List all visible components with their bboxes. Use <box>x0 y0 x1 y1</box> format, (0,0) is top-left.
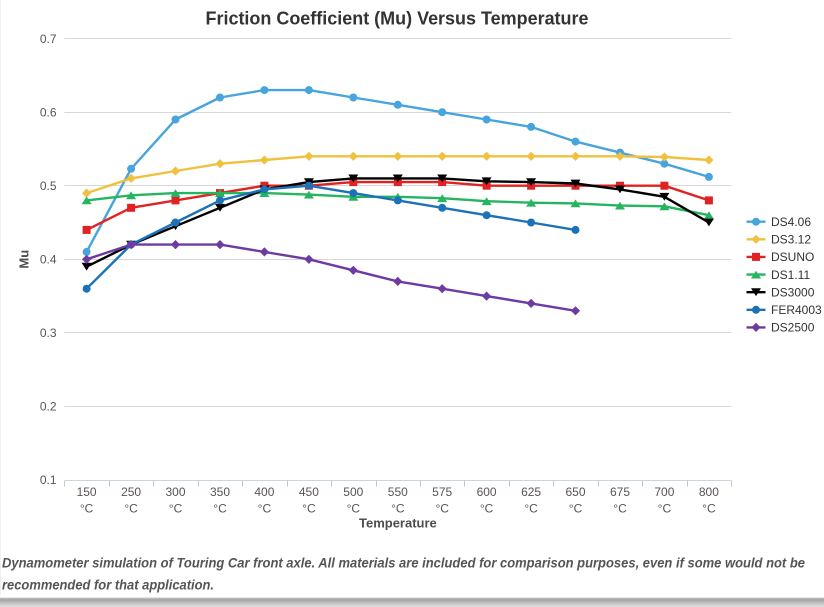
svg-text:Mu: Mu <box>17 250 32 269</box>
svg-text:Dynamometer simulation of Tour: Dynamometer simulation of Touring Car fr… <box>2 556 805 571</box>
svg-text:0.7: 0.7 <box>40 32 57 46</box>
svg-text:0.1: 0.1 <box>40 473 57 487</box>
svg-text:0.6: 0.6 <box>40 105 57 119</box>
svg-text:DS4.06: DS4.06 <box>771 215 811 229</box>
svg-text:Temperature: Temperature <box>359 516 437 531</box>
svg-text:0.5: 0.5 <box>40 179 57 193</box>
svg-text:recommended for that applicati: recommended for that application. <box>2 578 214 593</box>
svg-text:FER4003: FER4003 <box>771 303 822 317</box>
svg-text:DS3000: DS3000 <box>771 286 815 300</box>
svg-text:Friction Coefficient (Mu) Vers: Friction Coefficient (Mu) Versus Tempera… <box>206 9 589 29</box>
svg-text:DS2500: DS2500 <box>771 321 815 335</box>
svg-text:DSUNO: DSUNO <box>771 250 814 264</box>
svg-text:0.4: 0.4 <box>40 253 57 267</box>
svg-text:0.2: 0.2 <box>40 400 57 414</box>
svg-text:0.3: 0.3 <box>40 326 57 340</box>
svg-text:DS1.11: DS1.11 <box>771 268 810 282</box>
svg-text:DS3.12: DS3.12 <box>771 233 811 247</box>
